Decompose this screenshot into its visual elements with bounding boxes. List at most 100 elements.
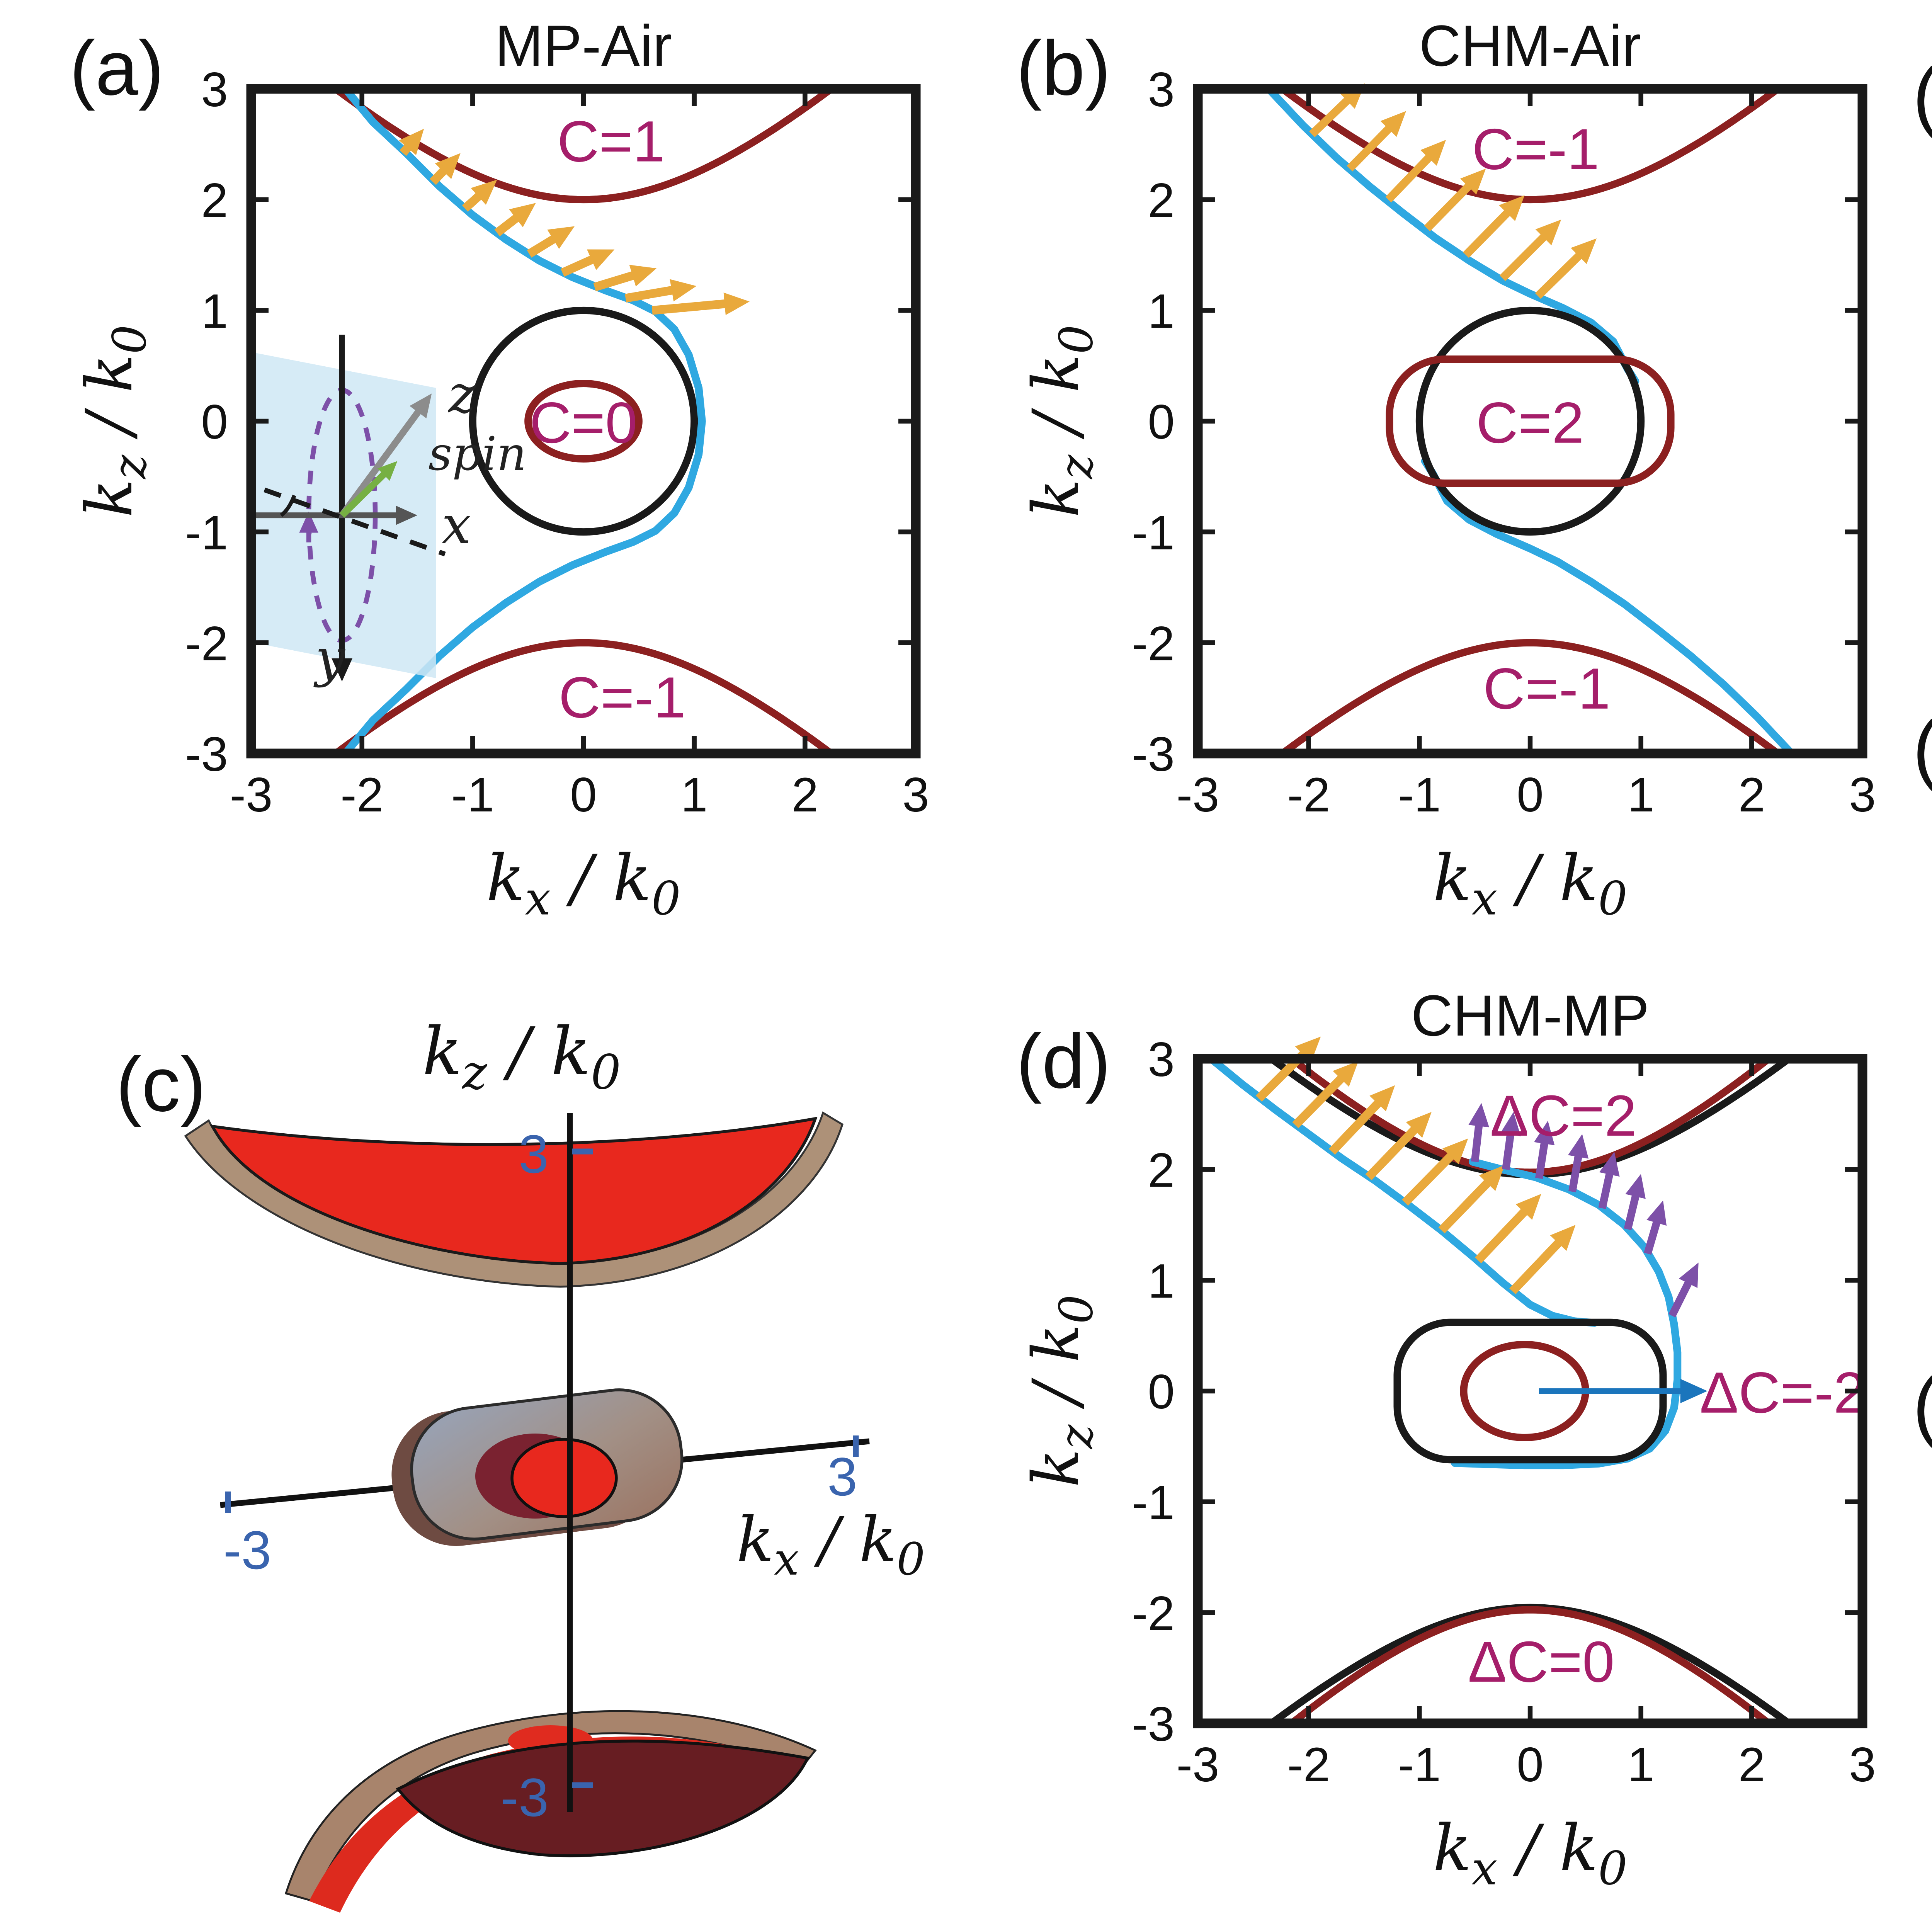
chern-label-2: C=-1 (559, 665, 686, 730)
surface-arc (341, 89, 706, 753)
svg-text:-3: -3 (1132, 1697, 1175, 1751)
axis-tick-label-1: -3 (501, 1767, 549, 1828)
inset-circulation-arrow (299, 511, 318, 543)
inset-x-label: x (442, 495, 471, 555)
svg-text:0: 0 (1517, 768, 1544, 822)
chern-label-1: C=2 (1476, 390, 1584, 455)
curves (1265, 89, 1796, 753)
ticks: -3 -2 -1 0 1 2 3 -3 -2 -1 0 1 2 3 (1132, 1033, 1876, 1792)
purple-arrow (1500, 1112, 1521, 1170)
orange-arrow (1292, 1061, 1359, 1128)
chern-label-0: C=1 (557, 109, 665, 174)
axis-tick-label-3: 3 (827, 1446, 857, 1507)
svg-text:2: 2 (201, 174, 228, 228)
panel-d-kspace-plot: CHM-MP ΔC=2 ΔC=-2 ΔC=0 -3 -2 -1 0 1 2 3 -3 -2 -1 0 1 2 3 k… (1005, 978, 1932, 1932)
panel-title: CHM-Air (1419, 13, 1641, 78)
chm-stadium (1386, 355, 1675, 487)
svg-text:-2: -2 (1132, 617, 1175, 670)
orange-arrow (1438, 1165, 1505, 1234)
svg-text:3: 3 (1148, 1033, 1175, 1087)
orange-arrow (1499, 219, 1561, 281)
svg-text:-1: -1 (1398, 768, 1441, 822)
purple-arrow (1668, 1262, 1699, 1318)
svg-text:2: 2 (792, 768, 819, 822)
svg-text:3: 3 (902, 768, 929, 822)
orange-arrow (399, 129, 424, 156)
air-circle (1415, 306, 1645, 536)
orange-arrow (430, 153, 461, 185)
panel-letter-g: (g) (1913, 1364, 1932, 1451)
svg-text:-1: -1 (1132, 1476, 1175, 1530)
chern-label-1: C=0 (529, 390, 637, 455)
purple-arrows (1468, 1103, 1699, 1318)
svg-text:-1: -1 (185, 506, 228, 560)
inset-spin-arrow (339, 461, 398, 518)
svg-text:-3: -3 (230, 768, 272, 822)
kspace-svg-a: MP-Air z x y spin C=1 C=0 C=-1 -3 -2 -1 0 1 2 3 -3 -2 -1 0… (72, 13, 929, 925)
svg-text:-3: -3 (1176, 1738, 1219, 1792)
bottom-dome-inner (396, 1740, 810, 1857)
orange-arrow (625, 279, 697, 303)
svg-text:-2: -2 (1132, 1587, 1175, 1640)
panel-title: MP-Air (495, 13, 672, 78)
air-circle (469, 306, 698, 536)
surface-arc-2 (1451, 1158, 1682, 1469)
svg-text:3: 3 (1849, 1738, 1876, 1792)
surface-arc-lower (1421, 457, 1796, 753)
orange-arrow (593, 265, 657, 291)
panel-c-3d-surface-plot: 3 -3 -3 3 kz​ / k0​ kx​ / k0​ (58, 989, 966, 1932)
orange-arrows (399, 129, 750, 315)
panel-letter-f: (f) (1913, 707, 1932, 794)
svg-text:1: 1 (201, 284, 228, 338)
purple-arrow (1468, 1103, 1489, 1162)
panel-letter-d: (d) (1016, 1020, 1111, 1105)
inset-z-label: z (447, 364, 476, 425)
svg-text:-2: -2 (1287, 1738, 1330, 1792)
orange-arrow (527, 226, 575, 258)
svg-text:0: 0 (1148, 395, 1175, 449)
kspace-svg-d: CHM-MP ΔC=2 ΔC=-2 ΔC=0 -3 -2 -1 0 1 2 3 -3 -2 -1 0 1 2 3 k… (1019, 983, 1876, 1895)
svg-text:0: 0 (570, 768, 597, 822)
panel-letter-c: (c) (116, 1043, 206, 1128)
bulk-band-bottom (330, 639, 837, 753)
panel-a-kspace-plot: MP-Air z x y spin C=1 C=0 C=-1 -3 -2 -1 0 1 2 3 -3 -2 -1 0… (58, 8, 985, 983)
orange-arrow (1402, 1138, 1468, 1206)
svg-text:0: 0 (1517, 1738, 1544, 1792)
panel-letter-a: (a) (70, 27, 164, 112)
bottom-dome-shell (284, 1710, 817, 1903)
inset-x-dashed-axis (264, 487, 446, 556)
orange-arrow (462, 180, 497, 212)
purple-arrow (1568, 1134, 1589, 1192)
orange-arrow (1385, 139, 1446, 202)
orange-arrow (1535, 238, 1597, 299)
svg-text:-1: -1 (1398, 1738, 1441, 1792)
svg-text:-1: -1 (1132, 506, 1175, 560)
panel-title: CHM-MP (1411, 983, 1650, 1048)
chern-label-2: ΔC=0 (1468, 1629, 1615, 1694)
chern-label-0: C=-1 (1472, 117, 1599, 182)
y-axis-label: kz​ / k0​ (1019, 325, 1103, 518)
bulk-band-top (1276, 89, 1784, 204)
orange-arrow (1328, 1085, 1395, 1155)
inset-y-axis (332, 335, 353, 682)
orange-arrow (1365, 1112, 1432, 1180)
x-axis-label: kx​ / k0​ (1433, 841, 1627, 925)
svg-text:-3: -3 (1176, 768, 1219, 822)
svg-text:-2: -2 (185, 617, 228, 670)
panel-b-kspace-plot: CHM-Air C=-1 C=2 C=-1 -3 -2 -1 0 1 2 3 -3 -2 -1 0 1 2 3 kx… (1005, 8, 1932, 983)
inset-spin-label: spin (429, 427, 527, 481)
svg-text:-3: -3 (185, 728, 228, 781)
curves (330, 89, 837, 753)
chern-label-2: C=-1 (1483, 656, 1610, 721)
inner-ellipse (524, 380, 643, 463)
orange-arrows (1309, 83, 1597, 299)
inset-y-label: y (313, 628, 345, 688)
delta-c-arrow (1539, 1379, 1708, 1403)
svg-text:0: 0 (201, 395, 228, 449)
y-axis-label: kz​ / k0​ (72, 325, 156, 518)
orange-arrow (1347, 111, 1406, 172)
axis-tick-label-2: -3 (223, 1520, 271, 1580)
spin-plane-inset: z x y spin (253, 335, 527, 688)
purple-arrow (1624, 1174, 1646, 1230)
top-bowl-red (210, 1117, 818, 1265)
